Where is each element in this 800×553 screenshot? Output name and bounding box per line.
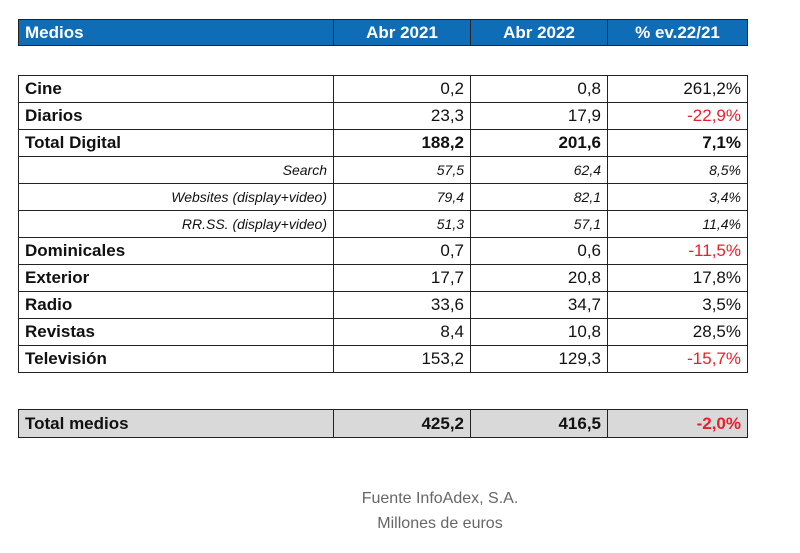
table-row: Exterior 17,7 20,8 17,8% [18,264,748,292]
evolution: 3,4% [607,183,748,211]
evolution: 17,8% [607,264,748,292]
row-label: RR.SS. (display+video) [18,210,334,238]
value-2022: 34,7 [470,291,608,319]
table-row: Diarios 23,3 17,9 -22,9% [18,102,748,130]
row-label: Total Digital [18,129,334,157]
row-label: Websites (display+video) [18,183,334,211]
table-row: Televisión 153,2 129,3 -15,7% [18,345,748,373]
value-2022: 17,9 [470,102,608,130]
table-header: Medios Abr 2021 Abr 2022 % ev.22/21 [18,19,748,46]
media-table: Cine 0,2 0,8 261,2% Diarios 23,3 17,9 -22,9% Tot… [18,75,748,373]
row-label: Exterior [18,264,334,292]
table-row: Radio 33,6 34,7 3,5% [18,291,748,319]
value-2021: 51,3 [333,210,471,238]
value-2021: 17,7 [333,264,471,292]
header-abr-2021: Abr 2021 [333,19,471,46]
evolution: 8,5% [607,156,748,184]
row-label: Dominicales [18,237,334,265]
value-2021: 153,2 [333,345,471,373]
value-2021: 79,4 [333,183,471,211]
value-2021: 0,2 [333,75,471,103]
total-2022: 416,5 [470,409,608,438]
value-2021: 57,5 [333,156,471,184]
table-row: Search 57,5 62,4 8,5% [18,156,748,184]
evolution: 261,2% [607,75,748,103]
row-label: Revistas [18,318,334,346]
total-2021: 425,2 [333,409,471,438]
row-label: Cine [18,75,334,103]
row-label: Diarios [18,102,334,130]
total-row: Total medios 425,2 416,5 -2,0% [18,409,748,438]
value-2021: 188,2 [333,129,471,157]
value-2022: 0,6 [470,237,608,265]
table-row: Websites (display+video) 79,4 82,1 3,4% [18,183,748,211]
value-2021: 23,3 [333,102,471,130]
evolution: 11,4% [607,210,748,238]
total-evolution: -2,0% [607,409,748,438]
value-2022: 20,8 [470,264,608,292]
evolution: -15,7% [607,345,748,373]
value-2022: 129,3 [470,345,608,373]
value-2022: 82,1 [470,183,608,211]
table-row: Cine 0,2 0,8 261,2% [18,75,748,103]
table-row: Total Digital 188,2 201,6 7,1% [18,129,748,157]
units-note: Millones de euros [377,515,503,532]
value-2022: 57,1 [470,210,608,238]
value-2022: 201,6 [470,129,608,157]
value-2022: 10,8 [470,318,608,346]
evolution: 28,5% [607,318,748,346]
total-label: Total medios [18,409,334,438]
total-row-table: Total medios 425,2 416,5 -2,0% [18,409,748,438]
table-row: Revistas 8,4 10,8 28,5% [18,318,748,346]
table-row: Dominicales 0,7 0,6 -11,5% [18,237,748,265]
value-2021: 33,6 [333,291,471,319]
value-2021: 0,7 [333,237,471,265]
value-2021: 8,4 [333,318,471,346]
value-2022: 0,8 [470,75,608,103]
table-row: RR.SS. (display+video) 51,3 57,1 11,4% [18,210,748,238]
evolution: 7,1% [607,129,748,157]
value-2022: 62,4 [470,156,608,184]
row-label: Televisión [18,345,334,373]
source-note: Fuente InfoAdex, S.A. [361,490,519,507]
evolution: 3,5% [607,291,748,319]
row-label: Radio [18,291,334,319]
row-label: Search [18,156,334,184]
header-evolution: % ev.22/21 [607,19,748,46]
evolution: -11,5% [607,237,748,265]
header-abr-2022: Abr 2022 [470,19,608,46]
header-medios: Medios [18,19,334,46]
evolution: -22,9% [607,102,748,130]
